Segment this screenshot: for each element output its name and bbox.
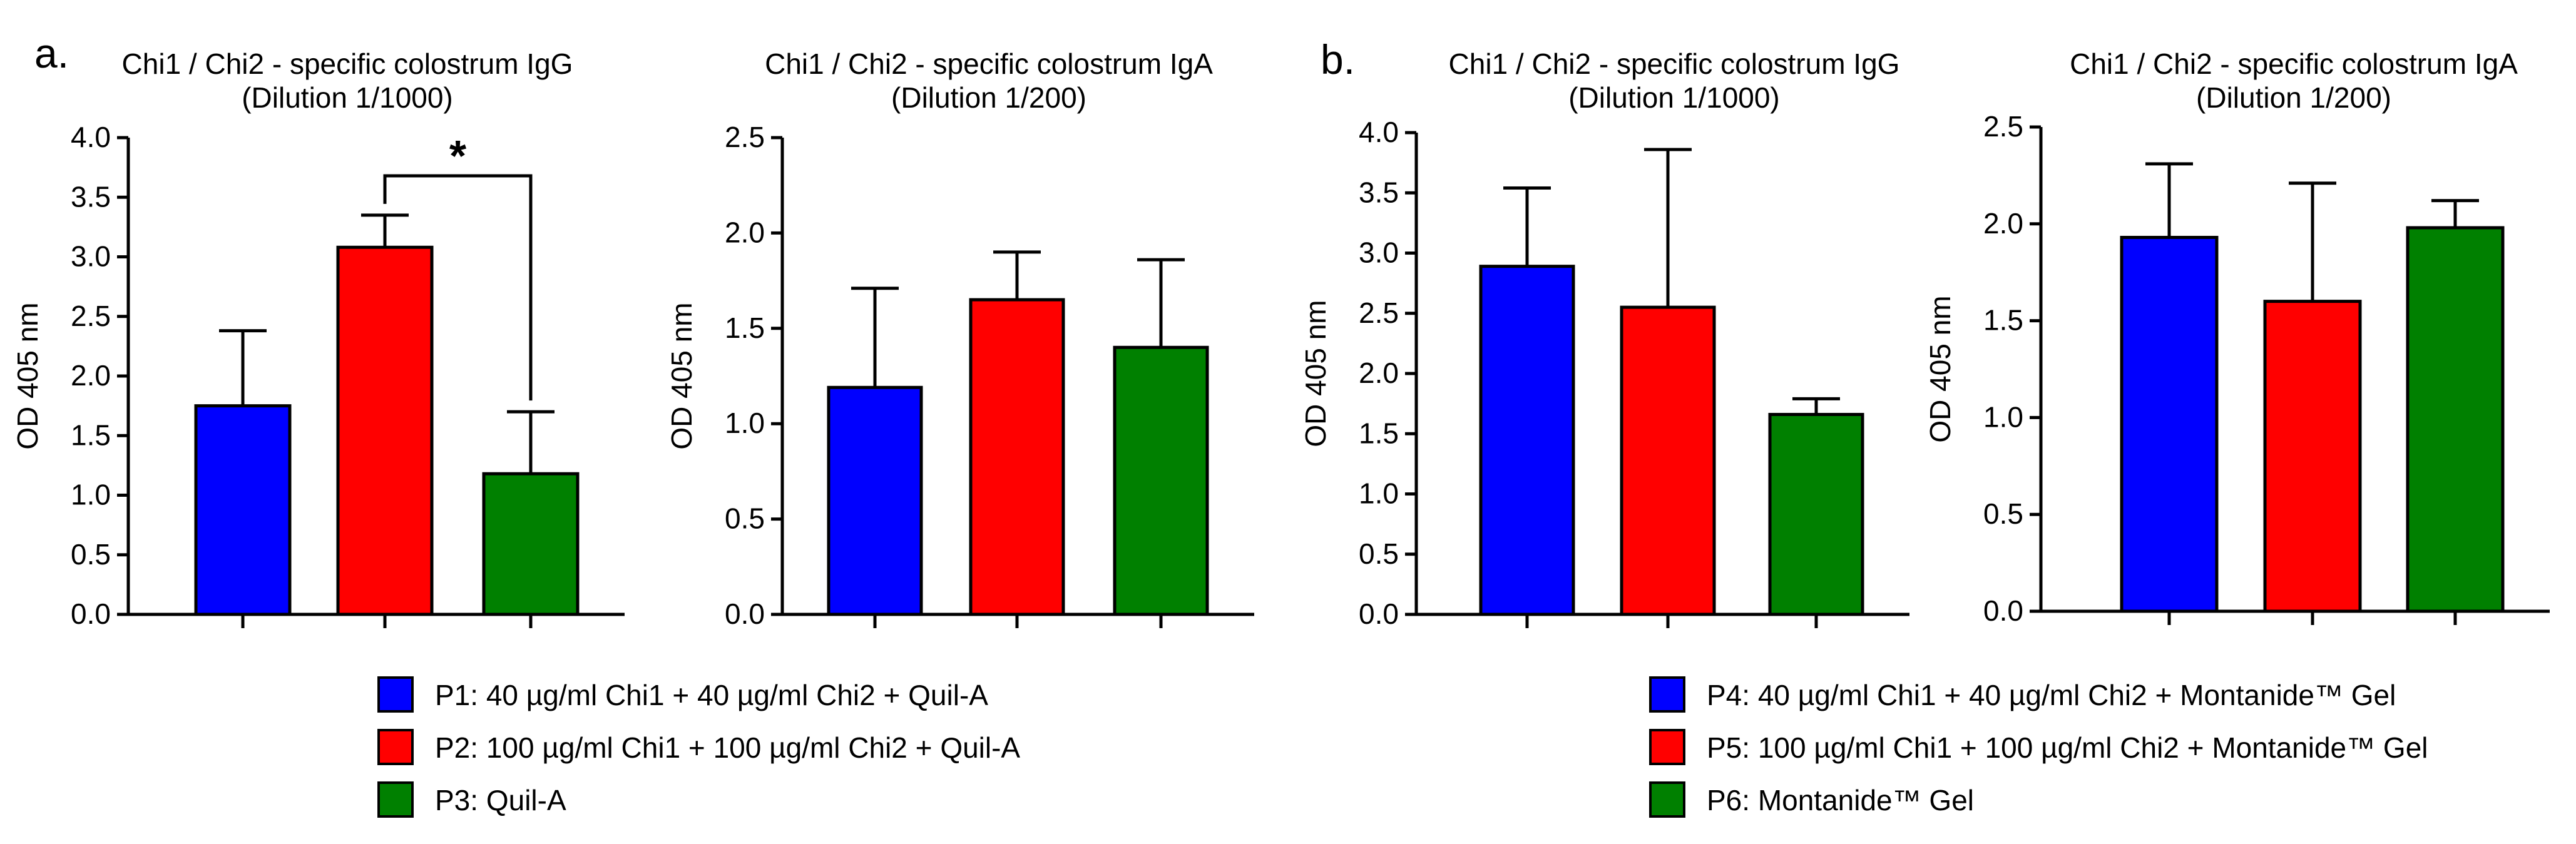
chart-title: Chi1 / Chi2 - specific colostrum IgG [122,48,573,80]
legend-swatch [1649,676,1685,713]
bar-1 [827,385,923,616]
panel-label-a: a. [34,30,69,76]
y-tick-label: 0.5 [1359,537,1399,570]
charts: Chi1 / Chi2 - specific colostrum IgG(Dil… [11,48,2550,630]
chart-subtitle: (Dilution 1/200) [891,81,1086,114]
y-tick-label: 2.0 [725,216,765,248]
y-tick-label: 3.0 [71,240,111,273]
y-tick-label: 4.0 [1359,116,1399,148]
y-tick-label: 2.0 [1983,207,2023,240]
y-axis-label: OD 405 nm [1299,300,1332,447]
legend-label: P2: 100 µg/ml Chi1 + 100 µg/ml Chi2 + Qu… [435,731,1020,764]
bar-3 [2406,226,2505,613]
chart-subtitle: (Dilution 1/1000) [1568,81,1780,114]
bar-1 [1479,265,1575,616]
significance-label: * [449,131,467,180]
bar-3 [1113,345,1209,616]
legend-1: P1: 40 µg/ml Chi1 + 40 µg/ml Chi2 + Quil… [377,676,1020,818]
y-tick-label: 2.5 [1359,297,1399,329]
y-axis-label: OD 405 nm [11,302,44,449]
y-tick-label: 1.0 [1983,400,2023,433]
legend-label: P6: Montanide™ Gel [1707,784,1974,816]
y-tick-label: 4.0 [71,121,111,153]
y-tick-label: 3.0 [1359,236,1399,269]
legend-swatch [377,676,414,713]
bar-2 [2263,300,2362,613]
bar-3 [1768,412,1864,616]
bar-3 [482,472,580,616]
bar-1 [194,404,292,616]
y-tick-label: 3.5 [71,180,111,213]
panel-label-b: b. [1321,36,1355,83]
y-tick-label: 1.5 [725,312,765,344]
chart-title: Chi1 / Chi2 - specific colostrum IgG [1449,48,1900,80]
y-tick-label: 2.0 [1359,357,1399,389]
y-tick-label: 1.0 [71,479,111,511]
chart-title: Chi1 / Chi2 - specific colostrum IgA [2070,48,2518,80]
y-tick-label: 1.5 [1359,417,1399,449]
y-tick-label: 0.0 [1359,597,1399,630]
y-tick-label: 0.0 [725,597,765,630]
y-tick-label: 0.5 [1983,497,2023,530]
chart-subtitle: (Dilution 1/1000) [242,81,453,114]
chart-4: Chi1 / Chi2 - specific colostrum IgA(Dil… [1924,48,2550,627]
chart-title: Chi1 / Chi2 - specific colostrum IgA [765,48,1213,80]
bar-1 [2120,235,2219,613]
bar-2 [336,245,434,616]
y-tick-label: 0.0 [71,597,111,630]
legend-swatch [1649,729,1685,765]
y-tick-label: 0.0 [1983,594,2023,627]
legend-label: P3: Quil-A [435,784,566,816]
y-tick-label: 1.5 [71,419,111,451]
y-axis-label: OD 405 nm [665,302,698,449]
legend-2: P4: 40 µg/ml Chi1 + 40 µg/ml Chi2 + Mont… [1649,676,2428,818]
chart-3: Chi1 / Chi2 - specific colostrum IgG(Dil… [1299,48,1909,630]
legend-swatch [377,781,414,818]
y-tick-label: 2.5 [725,121,765,153]
bar-2 [1620,305,1716,616]
y-tick-label: 0.5 [71,538,111,571]
chart-subtitle: (Dilution 1/200) [2196,81,2391,114]
legend-label: P5: 100 µg/ml Chi1 + 100 µg/ml Chi2 + Mo… [1707,731,2428,764]
chart-1: Chi1 / Chi2 - specific colostrum IgG(Dil… [11,48,625,630]
y-axis-label: OD 405 nm [1924,295,1956,442]
legend-swatch [377,729,414,765]
y-tick-label: 3.5 [1359,176,1399,208]
y-tick-label: 2.5 [1983,110,2023,143]
legend-label: P1: 40 µg/ml Chi1 + 40 µg/ml Chi2 + Quil… [435,679,988,711]
y-tick-label: 0.5 [725,502,765,535]
significance-bracket [383,174,533,401]
y-tick-label: 1.5 [1983,304,2023,337]
legend-swatch [1649,781,1685,818]
legend-label: P4: 40 µg/ml Chi1 + 40 µg/ml Chi2 + Mont… [1707,679,2396,711]
chart-2: Chi1 / Chi2 - specific colostrum IgA(Dil… [665,48,1254,630]
y-tick-label: 1.0 [725,407,765,439]
legends: P1: 40 µg/ml Chi1 + 40 µg/ml Chi2 + Quil… [377,676,2428,818]
bar-2 [969,298,1065,616]
y-tick-label: 1.0 [1359,477,1399,510]
y-tick-label: 2.0 [71,359,111,392]
y-tick-label: 2.5 [71,300,111,332]
